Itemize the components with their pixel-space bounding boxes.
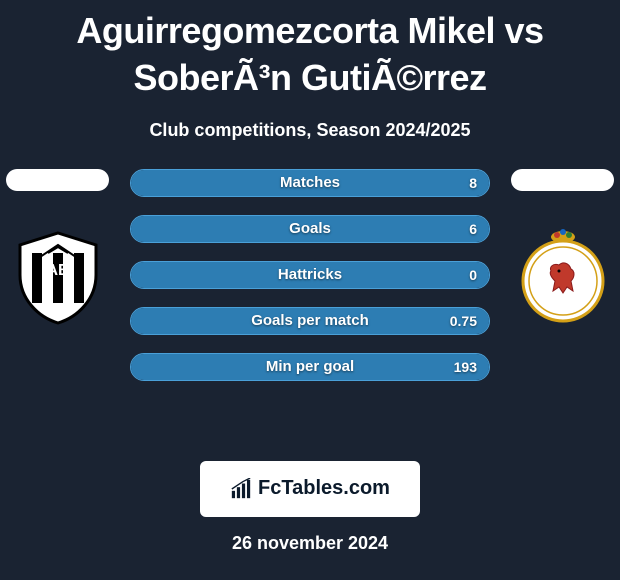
stat-label: Min per goal xyxy=(266,358,354,375)
team-right-pill xyxy=(511,169,614,191)
comparison-area: AB Matches 8 xyxy=(0,169,620,439)
team-left-column: AB xyxy=(6,169,109,327)
stat-label: Hattricks xyxy=(278,266,342,283)
date: 26 november 2024 xyxy=(0,533,620,554)
team-left-crest: AB xyxy=(8,227,108,327)
stat-row-min-per-goal: Min per goal 193 xyxy=(130,353,490,381)
stat-label: Matches xyxy=(280,174,340,191)
stat-rows: Matches 8 Goals 6 Hattricks 0 Goals per … xyxy=(130,169,490,381)
brand-badge: FcTables.com xyxy=(200,461,420,517)
stat-value-right: 8 xyxy=(469,175,477,191)
svg-text:AB: AB xyxy=(46,262,69,279)
stat-row-goals-per-match: Goals per match 0.75 xyxy=(130,307,490,335)
stat-row-matches: Matches 8 xyxy=(130,169,490,197)
stat-value-right: 0.75 xyxy=(450,313,477,329)
stat-row-hattricks: Hattricks 0 xyxy=(130,261,490,289)
chart-icon xyxy=(230,478,252,500)
team-left-pill xyxy=(6,169,109,191)
subtitle: Club competitions, Season 2024/2025 xyxy=(0,120,620,141)
brand-text: FcTables.com xyxy=(258,477,390,500)
stat-row-goals: Goals 6 xyxy=(130,215,490,243)
stat-value-right: 0 xyxy=(469,267,477,283)
page-title: Aguirregomezcorta Mikel vs SoberÃ³n Guti… xyxy=(0,0,620,102)
team-right-crest xyxy=(513,227,613,327)
stat-label: Goals per match xyxy=(251,312,369,329)
stat-value-right: 193 xyxy=(454,359,477,375)
stat-value-right: 6 xyxy=(469,221,477,237)
stat-label: Goals xyxy=(289,220,331,237)
team-right-column xyxy=(511,169,614,327)
